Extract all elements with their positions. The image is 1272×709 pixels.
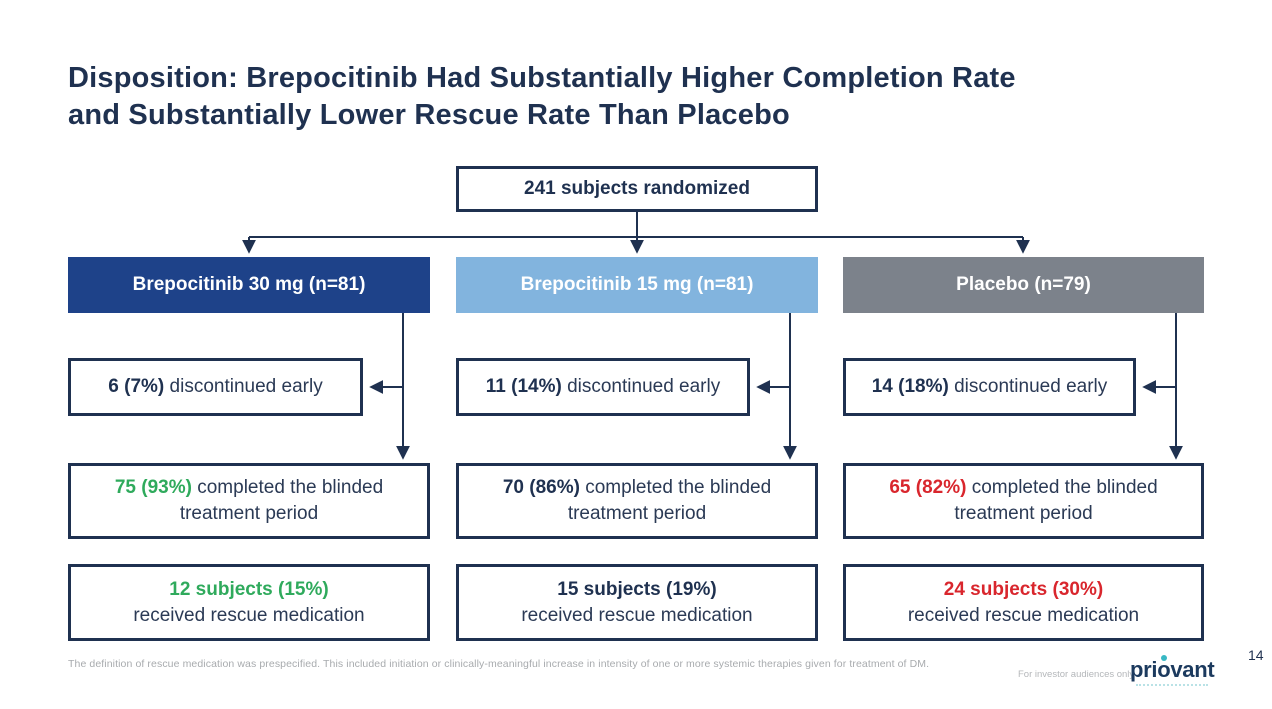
completed-label-2: treatment period [954, 503, 1093, 524]
rescue-box-brepocitinib-30mg: 12 subjects (15%) received rescue medicat… [68, 564, 430, 641]
arm-header-placebo: Placebo (n=79) [843, 257, 1204, 313]
discontinued-text: 11 (14%) discontinued early [486, 374, 720, 400]
page-title: Disposition: Brepocitinib Had Substantia… [68, 60, 1208, 134]
discontinued-value: 6 (7%) [108, 376, 165, 397]
footnote: The definition of rescue medication was … [68, 658, 930, 670]
priovant-logo: pri ovant [1130, 655, 1215, 686]
completed-value: 75 (93%) [114, 477, 192, 498]
root-box: 241 subjects randomized [456, 166, 818, 212]
rescue-text: 24 subjects (30%) received rescue medicat… [908, 577, 1139, 629]
audience-note: For investor audiences only [1018, 669, 1135, 680]
rescue-value: 12 subjects (15%) [169, 578, 329, 600]
logo-text-post: vant [1170, 657, 1215, 682]
completed-label-1: completed the blinded [579, 477, 772, 498]
rescue-label: received rescue medication [133, 604, 365, 626]
completed-text: 65 (82%) completed the blinded treatment … [889, 475, 1157, 527]
discontinued-box-brepocitinib-15mg: 11 (14%) discontinued early [456, 358, 750, 416]
arm-header-label: Placebo (n=79) [956, 274, 1091, 295]
discontinued-value: 14 (18%) [871, 376, 949, 397]
completed-label-1: completed the blinded [966, 477, 1158, 498]
completed-text: 70 (86%) completed the blinded treatment … [503, 475, 771, 527]
completed-text: 75 (93%) completed the blinded treatment … [115, 475, 383, 527]
logo-dot-icon [1160, 655, 1167, 661]
rescue-box-placebo: 24 subjects (30%) received rescue medicat… [843, 564, 1204, 641]
discontinued-text: 6 (7%) discontinued early [108, 374, 322, 400]
title-line-2: and Substantially Lower Rescue Rate Than… [68, 99, 790, 131]
discontinued-box-placebo: 14 (18%) discontinued early [843, 358, 1136, 416]
logo-o-letter: o [1157, 657, 1171, 682]
logo-tagline-dots [1136, 684, 1209, 686]
completed-box-brepocitinib-15mg: 70 (86%) completed the blinded treatment … [456, 463, 818, 539]
arm-header-brepocitinib-15mg: Brepocitinib 15 mg (n=81) [456, 257, 818, 313]
title-line-1: Disposition: Brepocitinib Had Substantia… [68, 62, 1016, 94]
logo-text: pri ovant [1130, 655, 1215, 683]
completed-label-1: completed the blinded [191, 477, 384, 498]
arm-header-label: Brepocitinib 15 mg (n=81) [520, 274, 754, 295]
rescue-label: received rescue medication [907, 604, 1140, 626]
completed-box-placebo: 65 (82%) completed the blinded treatment … [843, 463, 1204, 539]
discontinued-label: discontinued early [561, 376, 721, 397]
arm-header-brepocitinib-30mg: Brepocitinib 30 mg (n=81) [68, 257, 430, 313]
page-number: 14 [1248, 647, 1264, 663]
completed-value: 70 (86%) [502, 477, 580, 498]
completed-label-2: treatment period [567, 503, 707, 524]
discontinued-text: 14 (18%) discontinued early [872, 374, 1108, 400]
completed-box-brepocitinib-30mg: 75 (93%) completed the blinded treatment … [68, 463, 430, 539]
rescue-label: received rescue medication [521, 604, 753, 626]
rescue-value: 24 subjects (30%) [943, 578, 1104, 600]
discontinued-value: 11 (14%) [485, 376, 562, 397]
rescue-box-brepocitinib-15mg: 15 subjects (19%) received rescue medicat… [456, 564, 818, 641]
rescue-text: 15 subjects (19%) received rescue medicat… [521, 577, 752, 629]
root-box-label: 241 subjects randomized [524, 178, 750, 199]
discontinued-label: discontinued early [164, 376, 323, 397]
logo-o: o [1157, 655, 1171, 683]
logo-text-pre: pri [1130, 657, 1158, 682]
completed-value: 65 (82%) [889, 477, 967, 498]
discontinued-box-brepocitinib-30mg: 6 (7%) discontinued early [68, 358, 363, 416]
rescue-value: 15 subjects (19%) [557, 578, 717, 600]
arm-header-label: Brepocitinib 30 mg (n=81) [132, 274, 366, 295]
rescue-text: 12 subjects (15%) received rescue medicat… [133, 577, 364, 629]
discontinued-label: discontinued early [948, 376, 1108, 397]
completed-label-2: treatment period [179, 503, 319, 524]
